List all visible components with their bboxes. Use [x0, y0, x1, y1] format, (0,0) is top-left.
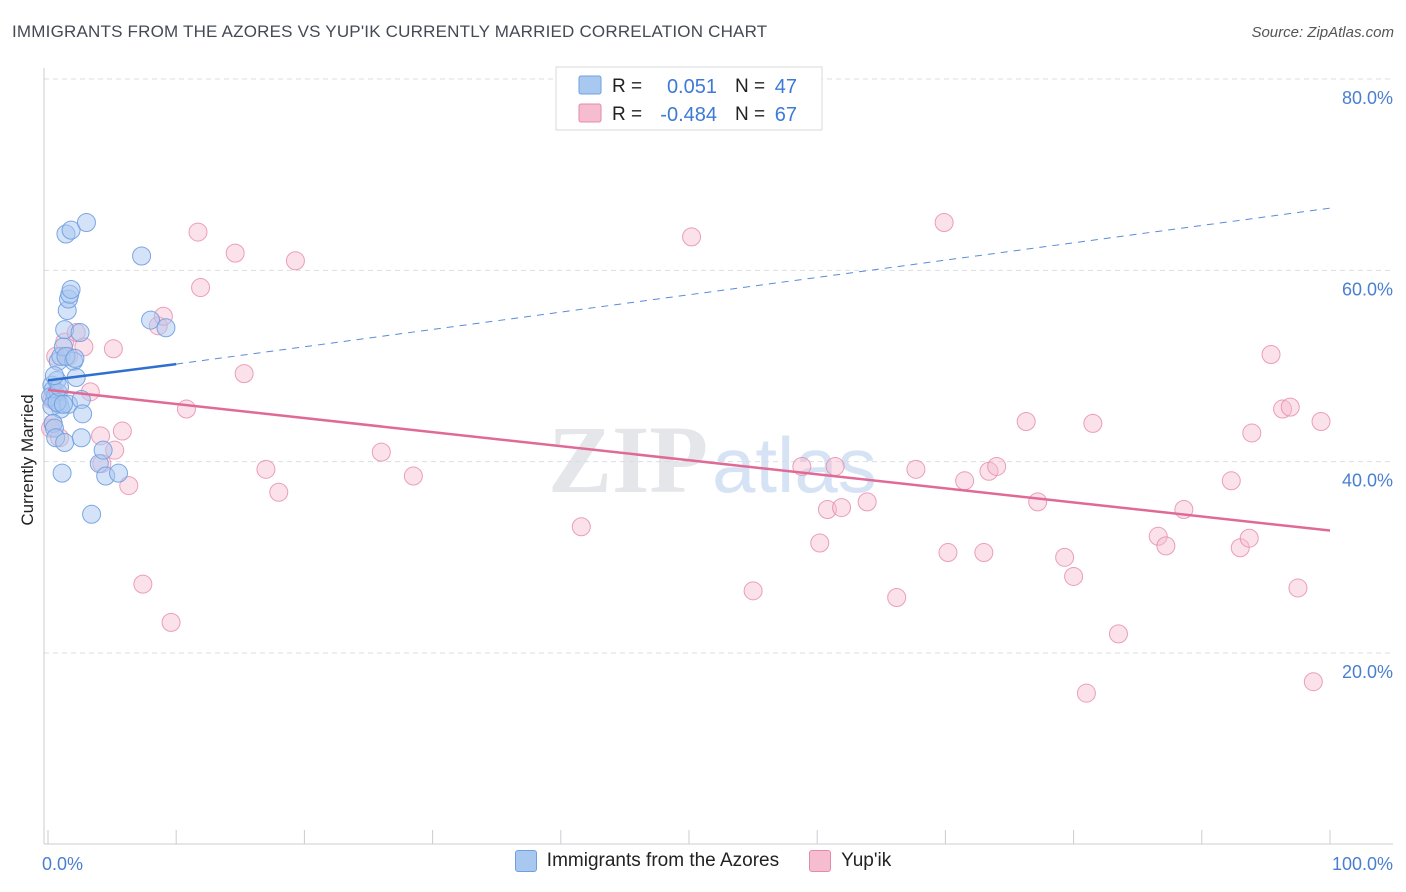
x-tick-marks [48, 830, 1330, 844]
yupik-point-57 [1222, 472, 1240, 490]
yupik-point-25 [257, 460, 275, 478]
stats-r-value-azores: 0.051 [667, 76, 717, 98]
yupik-point-60 [1243, 424, 1261, 442]
legend-item-yupik: Yup'ik [809, 850, 891, 872]
azores-point-37 [110, 464, 128, 482]
legend-label-yupik: Yup'ik [841, 850, 891, 872]
chart-area: ZIP atlas 20.0%40.0%60.0%80.0% 0.0% 100.… [0, 0, 1406, 892]
azores-point-35 [94, 441, 112, 459]
y-tick-label-80: 80.0% [1342, 88, 1393, 108]
series-legend: Immigrants from the Azores Yup'ik [0, 850, 1406, 872]
yupik-point-41 [935, 214, 953, 232]
stats-r-label-azores: R = [612, 76, 642, 97]
azores-point-42 [54, 395, 72, 413]
legend-swatch-yupik [809, 850, 831, 872]
legend-swatch-azores [515, 850, 537, 872]
y-axis-label: Currently Married [18, 394, 37, 525]
yupik-point-39 [888, 589, 906, 607]
yupik-point-55 [1157, 537, 1175, 555]
azores-point-31 [74, 405, 92, 423]
yupik-point-34 [811, 534, 829, 552]
yupik-point-38 [858, 493, 876, 511]
yupik-point-23 [226, 244, 244, 262]
y-tick-label-40: 40.0% [1342, 471, 1393, 491]
yupik-point-22 [192, 279, 210, 297]
yupik-point-44 [975, 544, 993, 562]
azores-point-24 [53, 464, 71, 482]
yupik-point-65 [1304, 673, 1322, 691]
yupik-point-20 [177, 400, 195, 418]
stats-legend-swatch-yupik [579, 104, 601, 122]
series-azores-points [42, 214, 175, 524]
yupik-point-42 [939, 544, 957, 562]
yupik-point-27 [286, 252, 304, 270]
yupik-point-40 [907, 460, 925, 478]
yupik-point-12 [104, 340, 122, 358]
yupik-point-64 [1289, 579, 1307, 597]
azores-point-40 [157, 319, 175, 337]
stats-legend: R = 0.051 N = 47 R = -0.484 N = 67 [556, 67, 822, 130]
azores-point-20 [62, 280, 80, 298]
y-tick-label-60: 60.0% [1342, 279, 1393, 299]
azores-point-16 [56, 321, 74, 339]
azores-trend-line-dashed [176, 208, 1330, 364]
legend-item-azores: Immigrants from the Azores [515, 850, 779, 872]
yupik-point-43 [956, 472, 974, 490]
azores-point-38 [133, 247, 151, 265]
azores-point-29 [71, 324, 89, 342]
azores-point-25 [56, 434, 74, 452]
yupik-point-32 [744, 582, 762, 600]
y-tick-labels: 20.0% 40.0% 60.0% 80.0% [1342, 88, 1393, 682]
yupik-point-37 [833, 499, 851, 517]
yupik-point-31 [683, 228, 701, 246]
yupik-point-50 [1065, 567, 1083, 585]
yupik-point-63 [1281, 398, 1299, 416]
azores-point-45 [66, 349, 84, 367]
azores-point-46 [45, 367, 63, 385]
azores-point-23 [77, 214, 95, 232]
yupik-point-26 [270, 483, 288, 501]
yupik-point-19 [162, 613, 180, 631]
azores-point-33 [83, 505, 101, 523]
y-tick-label-20: 20.0% [1342, 662, 1393, 682]
stats-legend-swatch-azores [579, 76, 601, 94]
stats-r-label-yupik: R = [612, 104, 642, 125]
yupik-point-21 [189, 223, 207, 241]
yupik-point-36 [826, 457, 844, 475]
yupik-point-53 [1109, 625, 1127, 643]
stats-n-label-azores: N = [735, 76, 765, 97]
yupik-point-28 [372, 443, 390, 461]
azores-point-32 [72, 429, 90, 447]
watermark: ZIP atlas [548, 406, 877, 513]
legend-label-azores: Immigrants from the Azores [547, 850, 779, 872]
yupik-point-66 [1312, 412, 1330, 430]
yupik-point-46 [988, 457, 1006, 475]
yupik-point-52 [1084, 414, 1102, 432]
yupik-point-47 [1017, 412, 1035, 430]
yupik-point-59 [1240, 529, 1258, 547]
yupik-point-49 [1056, 548, 1074, 566]
yupik-point-16 [134, 575, 152, 593]
yupik-point-30 [572, 518, 590, 536]
stats-n-label-yupik: N = [735, 104, 765, 125]
yupik-point-14 [113, 422, 131, 440]
yupik-point-51 [1077, 684, 1095, 702]
stats-n-value-yupik: 67 [775, 104, 797, 126]
stats-n-value-azores: 47 [775, 76, 797, 98]
yupik-point-48 [1029, 493, 1047, 511]
yupik-point-29 [404, 467, 422, 485]
stats-r-value-yupik: -0.484 [660, 104, 717, 126]
yupik-point-61 [1262, 346, 1280, 364]
yupik-point-24 [235, 365, 253, 383]
